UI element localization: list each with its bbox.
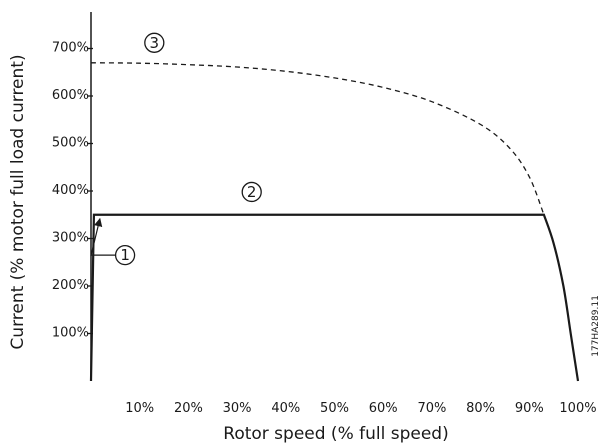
x-tick-label: 60% [369,401,398,416]
y-tick-label: 500% [52,136,89,151]
y-tick-label: 100% [52,326,89,341]
x-tick-label: 30% [223,401,252,416]
x-tick-label: 100% [559,401,596,416]
y-axis-title: Current (% motor full load current) [8,54,28,349]
series-line-2 [89,213,580,382]
callout-3-circle [144,32,165,53]
y-tick-label: 400% [52,183,89,198]
x-tick-label: 50% [320,401,349,416]
x-axis-ticks: 10% 20% 30% 40% 50% 60% 70% 80% 90% 100% [125,401,596,416]
y-tick-label: 700% [52,41,89,56]
x-tick-label: 20% [174,401,203,416]
callout-2-circle [241,181,262,203]
series-line-3 [90,62,545,216]
callout-2-label: 2 [247,183,257,201]
x-tick-label: 80% [466,401,495,416]
x-axis-title: Rotor speed (% full speed) [223,424,448,444]
callout-1-arrow [90,217,116,256]
x-tick-label: 70% [417,401,446,416]
y-tick-label: 600% [52,88,89,103]
y-tick-label: 300% [52,231,89,246]
x-tick-label: 90% [515,401,544,416]
y-axis-ticks: 100% 200% 300% 400% 500% 600% 700% [52,41,93,341]
callout-3-label: 3 [150,34,160,52]
figure-code: 177HA289.11 [591,295,601,357]
callout-1-label: 1 [120,246,130,264]
x-tick-label: 40% [271,401,300,416]
x-tick-label: 10% [125,401,154,416]
callout-1-circle [114,244,136,266]
y-tick-label: 200% [52,278,89,293]
callouts: 1 2 3 [114,32,262,266]
